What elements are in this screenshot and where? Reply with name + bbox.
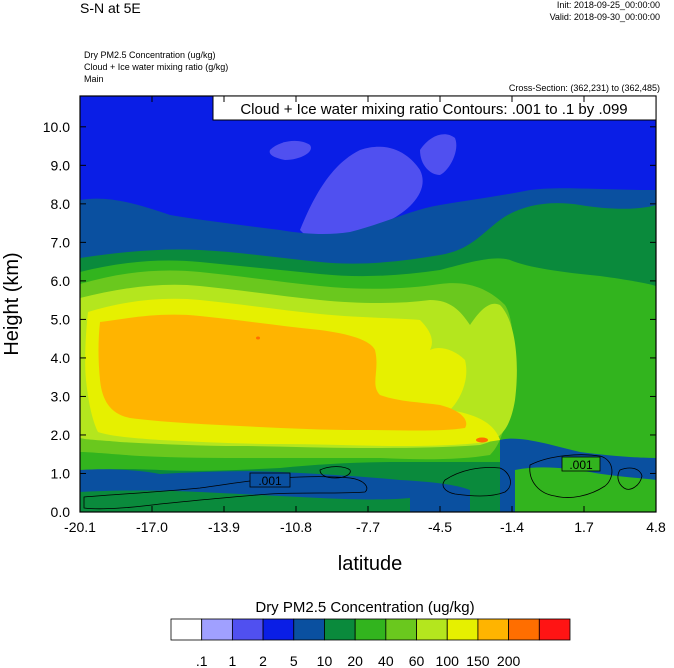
colorbar-label: 40 — [378, 653, 394, 668]
chart-title: Cloud + Ice water mixing ratio Contours:… — [240, 101, 627, 118]
x-tick-label: -10.8 — [280, 519, 312, 535]
valid-time: Valid: 2018-09-30_00:00:00 — [549, 12, 660, 22]
colorbar-swatch — [262, 618, 295, 641]
y-tick-label: 9.0 — [51, 157, 71, 173]
colorbar-title: Dry PM2.5 Concentration (ug/kg) — [255, 599, 474, 616]
x-axis: -20.1 -17.0 -13.9 -10.8 -7.7 -4.5 -1.4 1.7 4.8 — [64, 96, 666, 535]
colorbar-swatch — [385, 618, 417, 641]
y-axis: 0.0 1.0 2.0 3.0 4.0 5.0 6.0 7.0 8.0 9.0 10.0 — [43, 119, 656, 520]
cross-section-label: Cross-Section: (362,231) to (362,485) — [508, 83, 660, 93]
x-tick-label: 1.7 — [574, 519, 594, 535]
colorbar-swatch — [231, 618, 264, 641]
contour-label-box-1 — [249, 472, 291, 488]
y-tick-label: 5.0 — [51, 311, 71, 327]
x-tick-label: 4.8 — [646, 519, 666, 535]
y-tick-label: 7.0 — [51, 234, 71, 250]
y-axis-label: Height (km) — [1, 252, 23, 355]
x-tick-label: -1.4 — [500, 519, 524, 535]
colorbar-label: 5 — [290, 653, 298, 668]
field-line-3: Main — [84, 74, 104, 84]
x-tick-label: -20.1 — [64, 519, 96, 535]
cloud-contour-right-small — [617, 467, 643, 490]
field-band-orange — [98, 314, 467, 431]
contour-label-2: .001 — [569, 458, 593, 472]
field-band-lower-green — [80, 490, 410, 512]
field-band-lower-right-green — [515, 467, 656, 512]
y-tick-label: 10.0 — [43, 119, 70, 135]
field-line-2: Cloud + Ice water mixing ratio (g/kg) — [84, 62, 229, 72]
y-tick-label: 3.0 — [51, 388, 71, 404]
cloud-contour-mid — [442, 467, 511, 497]
colorbar-swatch — [293, 618, 325, 641]
colorbar-swatch — [508, 618, 540, 641]
colorbar-label: 2 — [259, 653, 267, 668]
y-tick-label: 8.0 — [51, 196, 71, 212]
contour-label-box-2 — [561, 456, 601, 472]
colorbar-label: 200 — [497, 653, 521, 668]
cloud-contour-right — [529, 454, 613, 498]
cloud-contour-left — [83, 476, 368, 510]
colorbar-label: 60 — [409, 653, 425, 668]
y-tick-label: 6.0 — [51, 273, 71, 289]
colorbar: .1 1 2 5 10 20 40 60 100 150 200 — [170, 618, 571, 668]
field-band-red-orange-speck-1 — [476, 437, 488, 443]
x-tick-label: -17.0 — [136, 519, 168, 535]
field-band-light-blue-2 — [269, 140, 311, 160]
colorbar-swatch — [538, 618, 571, 641]
x-tick-label: -4.5 — [428, 519, 452, 535]
colorbar-swatch — [477, 618, 510, 641]
chart-title-box — [212, 95, 657, 121]
colorbar-label: 150 — [466, 653, 490, 668]
init-time: Init: 2018-09-25_00:00:00 — [556, 0, 660, 10]
colorbar-swatch — [446, 618, 479, 641]
field-band-light-blue-3 — [420, 134, 457, 175]
x-tick-label: -13.9 — [208, 519, 240, 535]
colorbar-label: 1 — [228, 653, 236, 668]
plot-header-title: S-N at 5E — [80, 0, 141, 16]
x-tick-label: -7.7 — [356, 519, 380, 535]
colorbar-label: 20 — [347, 653, 363, 668]
colorbar-label: 10 — [317, 653, 333, 668]
y-tick-label: 0.0 — [51, 504, 71, 520]
field-line-1: Dry PM2.5 Concentration (ug/kg) — [84, 50, 216, 60]
colorbar-swatch — [201, 618, 233, 641]
colorbar-label: 100 — [436, 653, 460, 668]
colorbar-swatch — [170, 618, 203, 641]
y-tick-label: 1.0 — [51, 465, 71, 481]
colorbar-swatch — [416, 618, 448, 641]
cloud-contours — [83, 454, 643, 510]
colorbar-label: .1 — [196, 653, 208, 668]
cloud-contour-left-small — [319, 466, 351, 479]
y-tick-label: 2.0 — [51, 427, 71, 443]
field-band-red-orange-speck-2 — [256, 336, 260, 340]
pm25-field — [80, 96, 656, 512]
x-axis-label: latitude — [338, 553, 403, 575]
colorbar-swatch — [354, 618, 387, 641]
y-tick-label: 4.0 — [51, 350, 71, 366]
colorbar-swatch — [324, 618, 356, 641]
field-band-light-blue-1 — [300, 146, 423, 250]
contour-label-1: .001 — [258, 474, 282, 488]
